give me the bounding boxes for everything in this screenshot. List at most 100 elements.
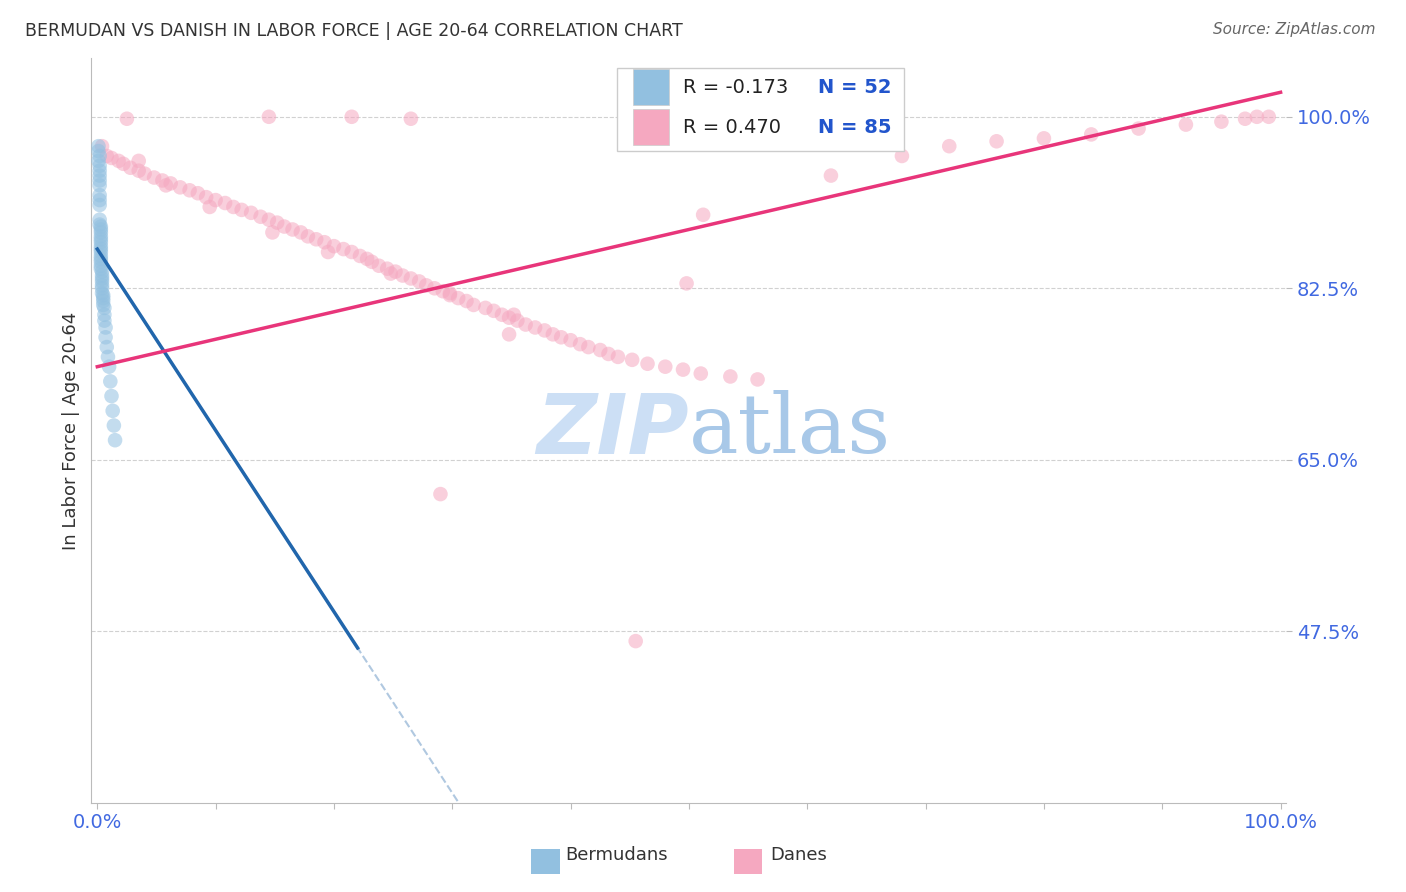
Point — [820, 169, 842, 183]
Text: N = 85: N = 85 — [818, 118, 891, 136]
Point — [257, 212, 280, 227]
Point — [90, 252, 112, 266]
Point — [93, 301, 115, 315]
Point — [718, 369, 741, 384]
Point — [482, 303, 505, 318]
Point — [266, 216, 288, 230]
Point — [423, 281, 446, 295]
Point — [515, 318, 537, 332]
Point — [169, 180, 191, 194]
Point — [179, 183, 201, 197]
Point — [447, 291, 470, 305]
Point — [134, 167, 156, 181]
Point — [91, 265, 114, 279]
Text: atlas: atlas — [689, 391, 891, 470]
Point — [675, 277, 697, 291]
Bar — [633, 69, 669, 104]
Point — [502, 308, 524, 322]
Text: ZIP: ZIP — [536, 390, 689, 471]
Point — [621, 352, 644, 367]
Point — [399, 271, 422, 285]
Point — [262, 226, 284, 240]
Text: Source: ZipAtlas.com: Source: ZipAtlas.com — [1212, 22, 1375, 37]
Point — [90, 232, 112, 246]
Point — [1257, 110, 1279, 124]
Point — [112, 157, 135, 171]
Point — [408, 274, 430, 288]
Point — [100, 151, 122, 165]
Point — [90, 219, 112, 234]
Point — [91, 139, 114, 153]
Point — [150, 173, 173, 187]
Point — [90, 235, 112, 250]
Point — [257, 110, 280, 124]
Point — [90, 245, 112, 260]
Point — [349, 249, 371, 263]
Point — [1128, 121, 1150, 136]
Point — [90, 259, 112, 273]
Point — [439, 288, 461, 302]
Point — [340, 245, 363, 260]
Point — [90, 222, 112, 236]
Point — [474, 301, 496, 315]
Point — [332, 242, 354, 256]
Point — [560, 333, 582, 347]
Point — [456, 293, 478, 308]
Point — [890, 149, 912, 163]
Point — [91, 268, 114, 283]
Text: Bermudans: Bermudans — [565, 846, 668, 863]
Point — [155, 178, 177, 193]
Point — [524, 320, 547, 334]
Point — [89, 218, 111, 232]
Point — [91, 286, 114, 301]
Text: R = 0.470: R = 0.470 — [683, 118, 780, 136]
Point — [432, 284, 454, 298]
Point — [938, 139, 960, 153]
Point — [90, 242, 112, 256]
Point — [356, 252, 378, 266]
Point — [375, 261, 398, 276]
Point — [89, 149, 111, 163]
Point — [98, 375, 121, 389]
Point — [222, 200, 245, 214]
Point — [273, 219, 295, 234]
Point — [89, 188, 111, 202]
Point — [316, 245, 339, 260]
Point — [143, 170, 166, 185]
Point — [340, 110, 363, 124]
Point — [672, 362, 695, 376]
Point — [91, 278, 114, 293]
Point — [550, 330, 572, 344]
Point — [90, 255, 112, 269]
Point — [305, 232, 328, 246]
Point — [429, 487, 451, 501]
Point — [384, 265, 406, 279]
Point — [624, 634, 647, 648]
Point — [87, 153, 110, 168]
Point — [94, 330, 117, 344]
Point — [187, 186, 209, 201]
Point — [90, 261, 112, 276]
Point — [576, 340, 599, 354]
Point — [1234, 112, 1257, 126]
Point — [380, 267, 402, 281]
Point — [491, 308, 513, 322]
Point — [986, 134, 1008, 148]
Point — [654, 359, 676, 374]
Point — [415, 278, 437, 293]
Text: Danes: Danes — [770, 846, 827, 863]
Point — [89, 178, 111, 193]
Point — [607, 350, 630, 364]
Point — [93, 308, 115, 322]
Point — [249, 210, 271, 224]
Point — [598, 347, 620, 361]
Point — [115, 112, 138, 126]
Point — [91, 291, 114, 305]
Point — [323, 239, 346, 253]
Point — [399, 112, 422, 126]
Point — [96, 340, 118, 354]
Point — [97, 350, 120, 364]
Point — [1211, 114, 1233, 128]
Point — [506, 313, 529, 327]
Point — [314, 235, 336, 250]
